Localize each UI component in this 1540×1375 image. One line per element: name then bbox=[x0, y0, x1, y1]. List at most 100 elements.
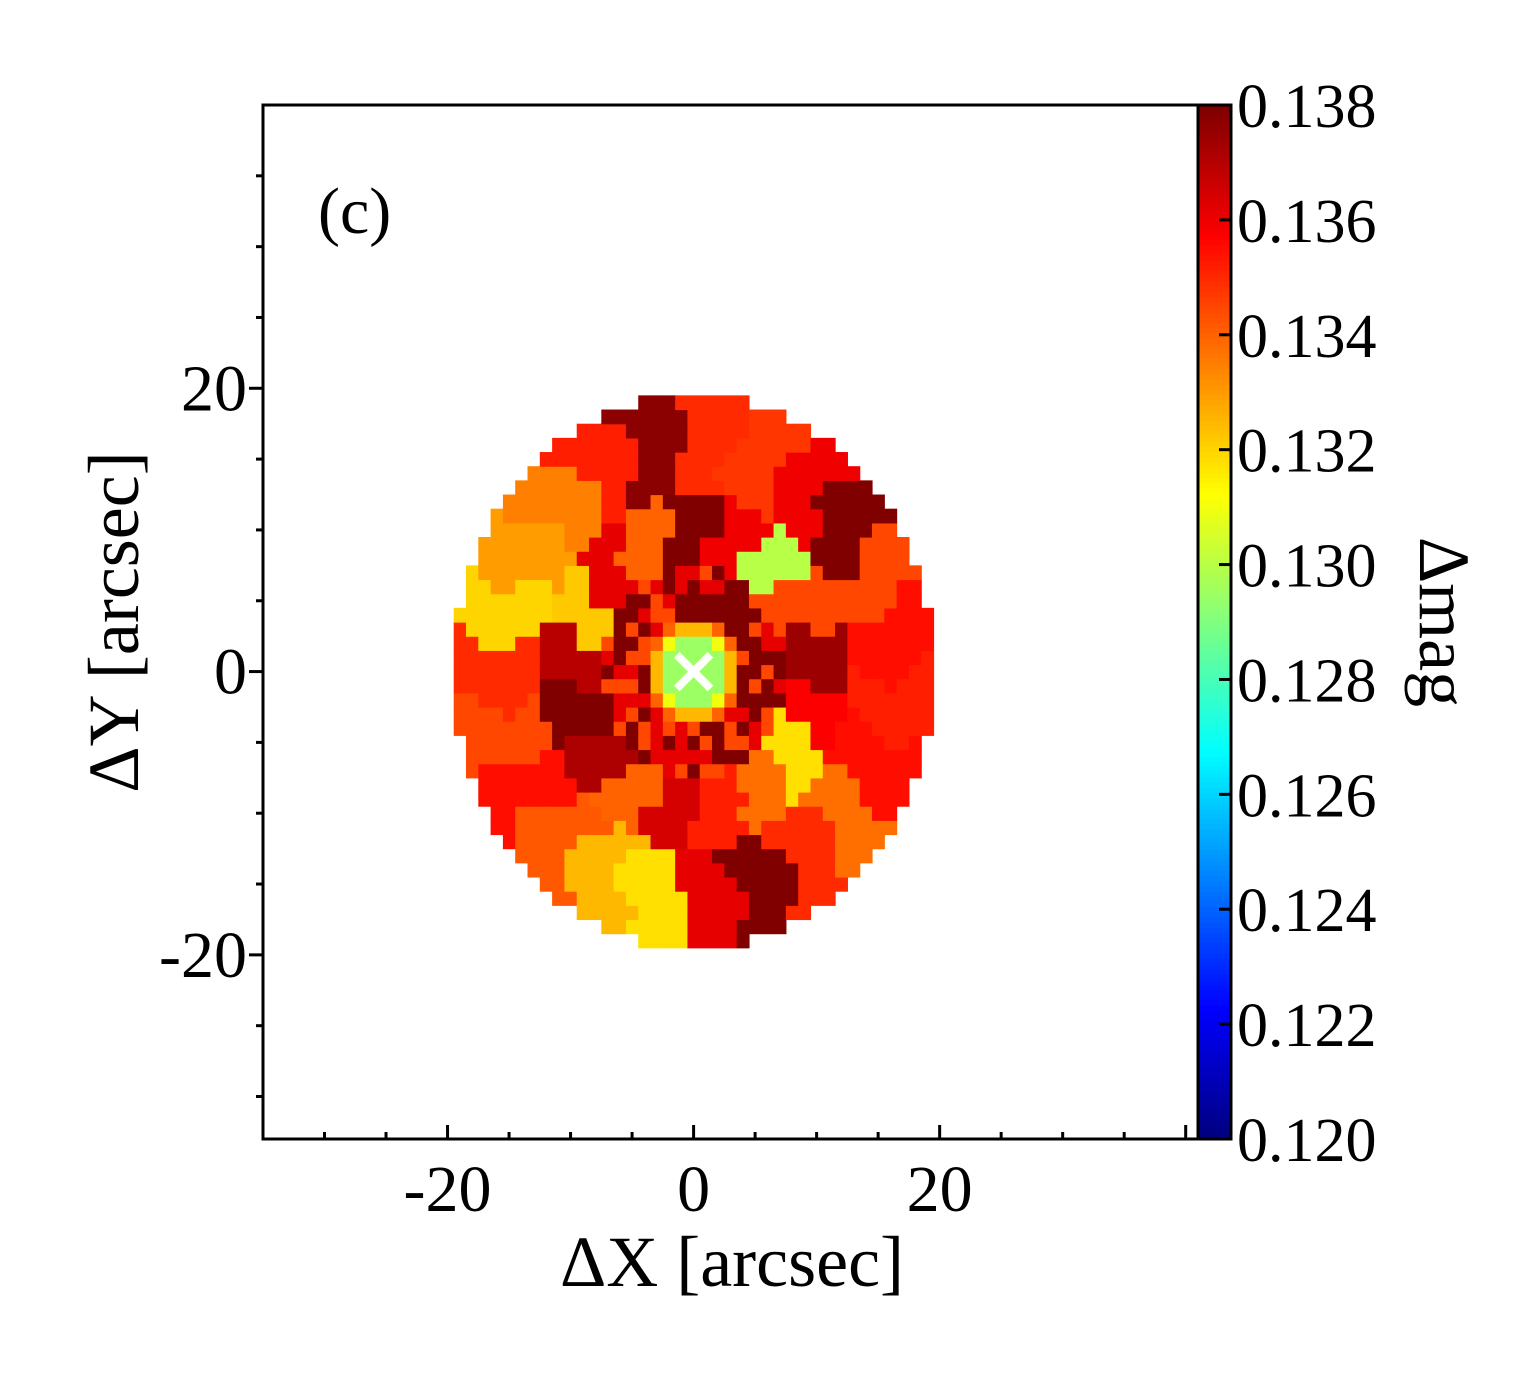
map-bin bbox=[785, 480, 799, 496]
map-bin bbox=[798, 607, 812, 623]
map-bin bbox=[712, 636, 725, 651]
map-bin bbox=[835, 763, 848, 779]
map-bin bbox=[515, 834, 529, 850]
map-bin bbox=[539, 692, 553, 708]
map-bin bbox=[761, 763, 775, 779]
map-bin bbox=[773, 551, 787, 566]
map-bin bbox=[564, 650, 578, 666]
map-bin bbox=[896, 565, 910, 581]
map-bin bbox=[613, 579, 627, 595]
colorbar-segment bbox=[1198, 818, 1231, 825]
colorbar-segment bbox=[1198, 275, 1231, 282]
map-bin bbox=[785, 494, 799, 510]
map-bin bbox=[835, 876, 848, 892]
map-bin bbox=[662, 593, 676, 609]
map-bin bbox=[576, 565, 590, 581]
map-bin bbox=[699, 607, 713, 623]
map-bin bbox=[687, 494, 701, 510]
map-bin bbox=[699, 806, 713, 821]
map-bin bbox=[859, 820, 873, 836]
map-bin bbox=[921, 721, 935, 736]
map-bin bbox=[589, 551, 602, 566]
map-bin bbox=[539, 735, 553, 751]
map-bin bbox=[576, 494, 590, 510]
map-bin bbox=[871, 579, 885, 595]
map-bin bbox=[785, 607, 799, 623]
map-bin bbox=[478, 791, 492, 807]
map-bin bbox=[798, 820, 812, 836]
map-bin bbox=[761, 480, 775, 496]
map-bin bbox=[650, 820, 664, 836]
map-bin bbox=[564, 721, 578, 736]
map-bin bbox=[896, 551, 910, 566]
map-bin bbox=[687, 876, 701, 892]
map-bin bbox=[662, 437, 676, 453]
map-bin bbox=[502, 791, 516, 807]
map-bin bbox=[835, 522, 848, 538]
map-bin bbox=[724, 749, 738, 765]
map-bin bbox=[835, 607, 848, 623]
map-bin bbox=[650, 891, 664, 906]
map-bin bbox=[453, 607, 467, 623]
map-bin bbox=[736, 565, 750, 581]
map-bin bbox=[638, 565, 652, 581]
colorbar-segment bbox=[1198, 141, 1231, 147]
map-bin bbox=[552, 862, 566, 878]
map-bin bbox=[625, 735, 639, 751]
map-bin bbox=[687, 650, 701, 666]
map-bin bbox=[798, 763, 812, 779]
map-bin bbox=[552, 650, 566, 666]
map-bin bbox=[748, 919, 762, 935]
map-bin bbox=[687, 848, 701, 864]
map-bin bbox=[921, 664, 935, 680]
map-bin bbox=[576, 791, 590, 807]
map-bin bbox=[576, 579, 590, 595]
map-bin bbox=[687, 820, 701, 836]
colorbar-segment bbox=[1198, 797, 1231, 804]
colorbar-tick-label: 0.134 bbox=[1237, 303, 1377, 371]
map-bin bbox=[613, 891, 627, 906]
colorbar-segment bbox=[1198, 172, 1231, 178]
map-bin bbox=[810, 508, 824, 524]
map-bin bbox=[552, 763, 566, 779]
colorbar-segment bbox=[1198, 332, 1231, 339]
map-bin bbox=[798, 423, 812, 439]
map-bin bbox=[613, 862, 627, 878]
map-bin bbox=[675, 706, 689, 722]
map-bin bbox=[724, 593, 738, 609]
map-bin bbox=[847, 579, 861, 595]
map-bin bbox=[748, 494, 762, 510]
map-bin bbox=[748, 508, 762, 524]
map-bin bbox=[810, 579, 824, 595]
map-bin bbox=[601, 437, 615, 453]
map-bin bbox=[576, 593, 590, 609]
colorbar-segment bbox=[1198, 782, 1231, 789]
map-bin bbox=[724, 820, 738, 836]
map-bin bbox=[564, 706, 578, 722]
map-bin bbox=[822, 692, 836, 708]
map-bin bbox=[650, 763, 664, 779]
colorbar-segment bbox=[1198, 565, 1231, 571]
map-bin bbox=[465, 664, 479, 680]
colorbar-segment bbox=[1198, 559, 1231, 566]
map-bin bbox=[859, 834, 873, 850]
map-bin bbox=[576, 551, 590, 566]
colorbar-segment bbox=[1198, 1004, 1231, 1011]
map-bin bbox=[798, 721, 812, 736]
map-bin bbox=[822, 508, 836, 524]
map-bin bbox=[478, 706, 492, 722]
map-bin bbox=[650, 622, 664, 637]
map-bin bbox=[761, 423, 775, 439]
map-bin bbox=[785, 622, 799, 637]
colorbar-segment bbox=[1198, 932, 1231, 938]
map-bin bbox=[822, 876, 836, 892]
map-bin bbox=[748, 466, 762, 481]
map-bin bbox=[748, 777, 762, 793]
map-bin bbox=[515, 791, 529, 807]
map-bin bbox=[601, 622, 615, 637]
map-bin bbox=[589, 777, 602, 793]
map-bin bbox=[810, 876, 824, 892]
map-bin bbox=[835, 721, 848, 736]
colorbar-segment bbox=[1198, 528, 1231, 535]
